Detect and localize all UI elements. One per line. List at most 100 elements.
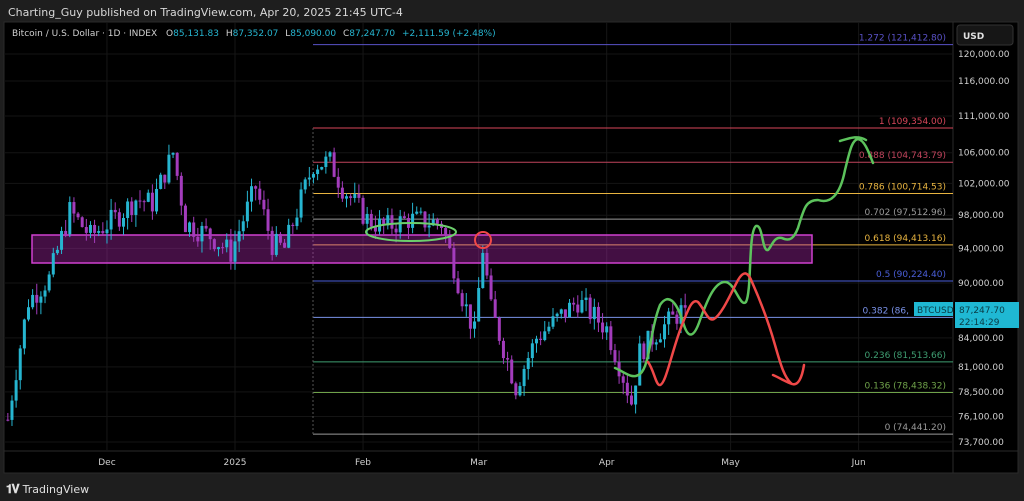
candle-body — [477, 287, 481, 322]
candle-body — [345, 196, 349, 199]
candle-body — [369, 213, 373, 227]
grid — [4, 22, 953, 451]
candle-body — [638, 343, 642, 386]
y-tick-label: 116,000.00 — [958, 77, 1010, 87]
x-tick-label: Apr — [599, 458, 615, 468]
candle-body — [163, 174, 167, 183]
candle-body — [625, 382, 629, 396]
candle-body — [621, 376, 625, 383]
candle-body — [349, 196, 353, 198]
bullish-projection-path[interactable] — [613, 136, 875, 378]
candle-body — [530, 343, 534, 359]
candle-body — [320, 167, 324, 170]
close-value: 87,247.70 — [349, 29, 395, 39]
candle-body — [654, 342, 658, 345]
candle-body — [270, 230, 274, 255]
chart-panel — [3, 21, 1019, 474]
candle-body — [208, 228, 212, 240]
candle-body — [444, 227, 448, 236]
candle-body — [18, 348, 22, 381]
candle-body — [287, 224, 291, 248]
price-tag — [955, 302, 1019, 328]
candle-body — [278, 233, 282, 243]
candle-body — [332, 152, 336, 177]
candle-body — [456, 278, 460, 294]
bearish-projection-path[interactable] — [646, 272, 806, 387]
candle-body — [526, 358, 530, 369]
price-axis[interactable]: 120,000.00 116,000.00 111,000.00 106,000.00… — [958, 50, 1010, 448]
candle-body — [576, 304, 580, 313]
rejection-circle[interactable] — [474, 231, 492, 249]
candle-body — [39, 296, 43, 303]
candle-body — [27, 307, 30, 320]
candle-body — [596, 306, 600, 323]
candle-body — [43, 290, 47, 297]
fib-level-label: 0.5 (90,224.40) — [876, 270, 946, 280]
candle-body — [601, 322, 605, 333]
candle-body — [386, 215, 390, 226]
candle-body — [584, 297, 588, 300]
candle-body — [559, 309, 563, 314]
fib-retracement[interactable]: 1.272 (121,412.80) 1 (109,354.00) 0.888 (1… — [312, 34, 953, 435]
candle-body — [291, 224, 295, 227]
candle-body — [629, 395, 633, 405]
candle-body — [101, 231, 105, 234]
candle-body — [113, 209, 117, 213]
candle-body — [97, 231, 101, 233]
candle-body — [221, 247, 225, 249]
y-tick-label: 84,000.00 — [958, 334, 1004, 344]
candle-body — [419, 211, 423, 213]
y-tick-label: 98,000.00 — [958, 211, 1004, 221]
candle-body — [514, 383, 518, 396]
candle-body — [204, 225, 208, 229]
tv-logo-icon: 𝟏𝐕 — [6, 482, 20, 496]
candle-body — [398, 216, 402, 233]
fib-level-label: 0.136 (78,438.32) — [865, 381, 946, 391]
high-value: 87,352.07 — [233, 29, 279, 39]
svg-text:USD: USD — [963, 32, 984, 42]
candle-body — [460, 293, 464, 307]
consolidation-ellipse[interactable] — [365, 222, 457, 242]
candle-body — [303, 179, 307, 190]
candle-body — [609, 326, 613, 351]
candle-body — [76, 213, 80, 218]
candle-body — [563, 309, 567, 317]
candle-body — [196, 236, 200, 242]
last-price-marker: BTCUSD 87,247.70 22:14:29 — [914, 302, 1019, 328]
x-tick-label: Dec — [98, 458, 115, 468]
x-tick-label: May — [721, 458, 740, 468]
candle-body — [547, 326, 551, 332]
x-tick-label: Mar — [470, 458, 487, 468]
open-value: 85,131.83 — [173, 29, 219, 39]
candle-body — [642, 343, 646, 360]
candle-body — [464, 304, 468, 307]
candle-body — [150, 192, 154, 212]
candle-body — [340, 187, 344, 199]
candle-body — [489, 275, 493, 300]
candle-body — [411, 213, 415, 228]
ohlc-values: Bitcoin / U.S. Dollar · 1D · INDEX O85,1… — [12, 29, 496, 39]
candle-body — [588, 297, 592, 320]
time-axis[interactable]: Dec 2025 Feb Mar Apr May Jun — [98, 458, 865, 468]
last-price-value: 87,247.70 — [959, 306, 1005, 316]
candle-body — [179, 175, 183, 206]
x-tick-label: Feb — [355, 458, 371, 468]
candle-body — [592, 306, 596, 320]
fib-level-label: 0.236 (81,513.66) — [865, 351, 946, 361]
candle-body — [266, 209, 270, 231]
candle-body — [142, 201, 146, 203]
candle-body — [183, 205, 187, 233]
candle-body — [225, 239, 229, 248]
supply-zone-box[interactable] — [31, 234, 813, 264]
y-tick-label: 106,000.00 — [958, 149, 1010, 159]
candle-body — [93, 224, 97, 233]
candle-body — [683, 305, 687, 308]
low-value: 85,090.00 — [290, 29, 336, 39]
fib-level-label: 0.702 (97,512.96) — [865, 208, 946, 218]
candle-body — [64, 230, 68, 235]
candle-body — [72, 202, 76, 214]
currency-button[interactable]: USD — [956, 24, 1014, 46]
tradingview-logo[interactable]: 𝟏𝐕 TradingView — [6, 482, 89, 497]
candle-body — [555, 313, 559, 317]
